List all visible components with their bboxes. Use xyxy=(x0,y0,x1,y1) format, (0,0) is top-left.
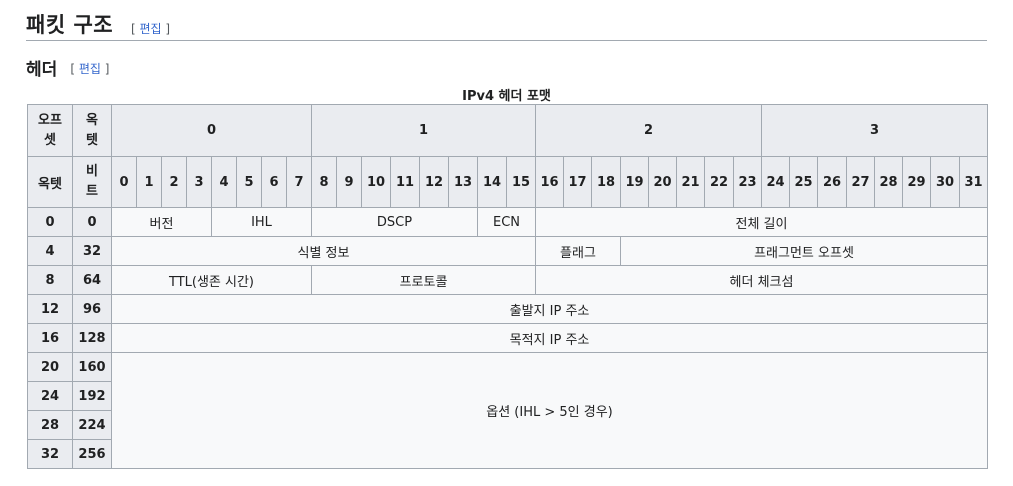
field-dscp: DSCP xyxy=(311,207,478,237)
bit-header: 10 xyxy=(361,156,391,208)
bit-header: 29 xyxy=(902,156,931,208)
field-total-length: 전체 길이 xyxy=(535,207,988,237)
table-row: 4 32 식별 정보 플래그 프래그먼트 오프셋 xyxy=(27,236,988,266)
bit-header: 28 xyxy=(874,156,903,208)
bit-header: 2 xyxy=(161,156,187,208)
bit-header: 23 xyxy=(733,156,762,208)
field-ttl: TTL(생존 시간) xyxy=(111,265,312,295)
octet-row-label: 옥텟 xyxy=(27,156,73,208)
table-row: 20 160 옵션 (IHL > 5인 경우) xyxy=(27,352,988,469)
bit-header: 1 xyxy=(136,156,162,208)
row-octet: 12 xyxy=(27,294,73,324)
table-row: 16 128 목적지 IP 주소 xyxy=(27,323,988,353)
section-title: 패킷 구조 xyxy=(26,13,114,37)
octet-header: 1 xyxy=(311,104,536,157)
octet-header: 3 xyxy=(761,104,988,157)
section-edit: [ 편집 ] xyxy=(131,22,171,36)
bit-header: 15 xyxy=(506,156,536,208)
subsection-heading: 헤더 [ 편집 ] xyxy=(26,58,109,82)
octet-header: 0 xyxy=(111,104,312,157)
bit-header: 31 xyxy=(959,156,988,208)
bit-header: 11 xyxy=(390,156,420,208)
field-options: 옵션 (IHL > 5인 경우) xyxy=(111,352,988,469)
bit-header: 25 xyxy=(789,156,818,208)
bit-header: 26 xyxy=(817,156,847,208)
row-octet: 32 xyxy=(27,439,73,469)
field-identification: 식별 정보 xyxy=(111,236,536,266)
section-heading: 패킷 구조 [ 편집 ] xyxy=(26,10,987,41)
bit-header: 3 xyxy=(186,156,212,208)
row-octet: 8 xyxy=(27,265,73,295)
ipv4-header-table: 오프셋 옥텟 0 1 2 3 옥텟 비트 0 1 2 3 4 5 6 7 8 9… xyxy=(27,104,988,469)
table-row: 12 96 출발지 IP 주소 xyxy=(27,294,988,324)
bit-header: 20 xyxy=(648,156,677,208)
bit-header: 13 xyxy=(448,156,478,208)
row-octet: 4 xyxy=(27,236,73,266)
bit-header: 18 xyxy=(591,156,621,208)
row-bit: 128 xyxy=(72,323,112,353)
corner-offset-label: 오프셋 xyxy=(27,104,73,157)
row-bit: 256 xyxy=(72,439,112,469)
row-bit: 96 xyxy=(72,294,112,324)
row-bit: 0 xyxy=(72,207,112,237)
subsection-edit: [ 편집 ] xyxy=(70,62,110,76)
row-bit: 224 xyxy=(72,410,112,440)
section-edit-link[interactable]: 편집 xyxy=(139,22,162,36)
octet-header: 2 xyxy=(535,104,762,157)
bit-row-label: 비트 xyxy=(72,156,112,208)
row-octet: 16 xyxy=(27,323,73,353)
bit-header: 27 xyxy=(846,156,875,208)
row-bit: 160 xyxy=(72,352,112,382)
bit-header: 19 xyxy=(620,156,649,208)
bit-header: 17 xyxy=(563,156,592,208)
bit-header: 4 xyxy=(211,156,237,208)
corner-octet-label: 옥텟 xyxy=(72,104,112,157)
field-fragment-offset: 프래그먼트 오프셋 xyxy=(620,236,988,266)
bit-header: 0 xyxy=(111,156,137,208)
field-header-checksum: 헤더 체크섬 xyxy=(535,265,988,295)
bit-header: 5 xyxy=(236,156,262,208)
table-row: 0 0 버전 IHL DSCP ECN 전체 길이 xyxy=(27,207,988,237)
field-protocol: 프로토콜 xyxy=(311,265,536,295)
bit-header: 22 xyxy=(704,156,734,208)
bit-header: 21 xyxy=(676,156,705,208)
row-octet: 0 xyxy=(27,207,73,237)
bit-header: 24 xyxy=(761,156,790,208)
row-octet: 28 xyxy=(27,410,73,440)
bit-header: 7 xyxy=(286,156,312,208)
bit-header: 30 xyxy=(930,156,960,208)
field-source-ip: 출발지 IP 주소 xyxy=(111,294,988,324)
bit-header: 9 xyxy=(336,156,362,208)
table-caption: IPv4 헤더 포맷 xyxy=(462,89,551,104)
bit-header: 14 xyxy=(477,156,507,208)
row-bit: 192 xyxy=(72,381,112,411)
bit-header: 8 xyxy=(311,156,337,208)
field-destination-ip: 목적지 IP 주소 xyxy=(111,323,988,353)
table-row: 8 64 TTL(생존 시간) 프로토콜 헤더 체크섬 xyxy=(27,265,988,295)
bit-header: 6 xyxy=(261,156,287,208)
subsection-edit-link[interactable]: 편집 xyxy=(78,62,101,76)
row-octet: 24 xyxy=(27,381,73,411)
bit-header-row: 옥텟 비트 0 1 2 3 4 5 6 7 8 9 10 11 12 13 14… xyxy=(27,156,988,208)
subsection-title: 헤더 xyxy=(26,60,58,80)
octet-header-row: 오프셋 옥텟 0 1 2 3 xyxy=(27,104,988,157)
row-octet: 20 xyxy=(27,352,73,382)
row-bit: 64 xyxy=(72,265,112,295)
table-row: 24 192 xyxy=(27,381,988,411)
table-row: 32 256 xyxy=(27,439,988,469)
row-bit: 32 xyxy=(72,236,112,266)
bit-header: 16 xyxy=(535,156,564,208)
field-version: 버전 xyxy=(111,207,212,237)
bit-header: 12 xyxy=(419,156,449,208)
field-flags: 플래그 xyxy=(535,236,621,266)
field-ecn: ECN xyxy=(477,207,536,237)
field-ihl: IHL xyxy=(211,207,312,237)
